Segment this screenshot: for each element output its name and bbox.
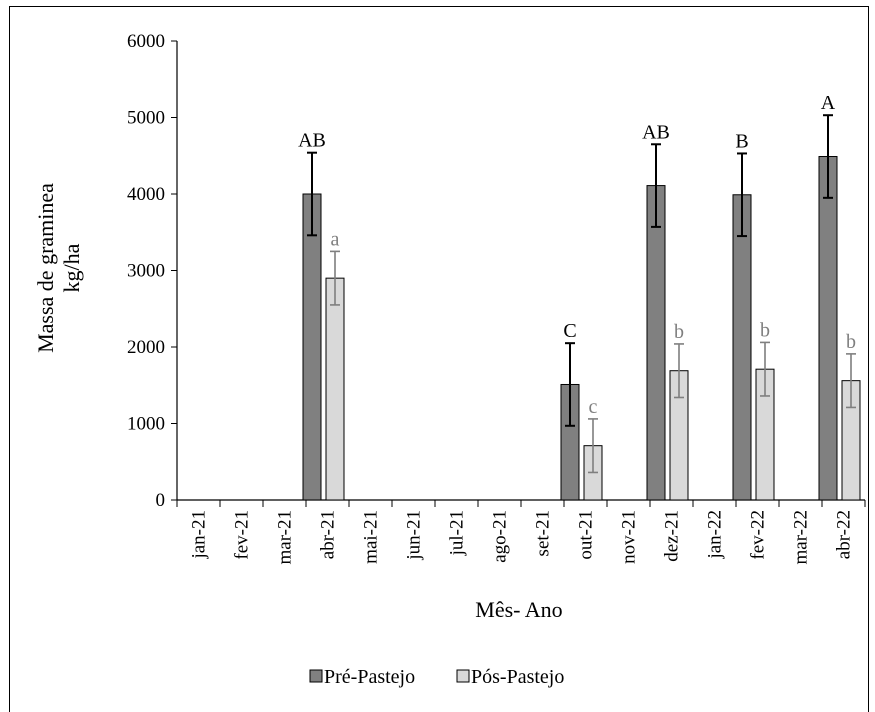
legend: Pré-Pastejo Pós-Pastejo <box>309 666 564 688</box>
significance-letter: B <box>735 130 748 152</box>
x-tick-label: nov-21 <box>619 510 640 564</box>
significance-letter: A <box>821 92 836 114</box>
legend-label-pre: Pré-Pastejo <box>324 666 415 688</box>
significance-letter: C <box>563 320 576 342</box>
y-tick-label: 6000 <box>127 31 165 52</box>
y-tick-label: 3000 <box>127 261 165 282</box>
x-axis: jan-21 fev-21 mar-21 abr-21 mai-21 jun-21 jul-… <box>176 499 866 565</box>
significance-letter: b <box>846 331 856 353</box>
significance-letters: AB C AB B Aa c b b b <box>298 92 856 418</box>
legend-swatch-pos <box>456 669 470 683</box>
y-tick-label: 1000 <box>127 414 165 435</box>
bar-pos-pastejo <box>325 277 345 501</box>
bar-pre-pastejo <box>646 185 666 501</box>
y-axis-title-line2: kg/ha <box>59 243 84 292</box>
x-tick-label: abr-22 <box>834 510 855 559</box>
y-tick-label: 5000 <box>127 108 165 129</box>
y-axis: 0 1000 2000 3000 4000 5000 6000 <box>127 31 178 511</box>
legend-swatch-pre <box>309 669 323 683</box>
x-tick-label: out-21 <box>576 510 597 560</box>
x-tick-label: jan-21 <box>189 510 210 560</box>
significance-letter: AB <box>298 130 326 152</box>
significance-letter: b <box>674 321 684 343</box>
x-tick-label: jul-21 <box>447 510 468 556</box>
bars <box>302 156 861 501</box>
x-tick-label: mai-21 <box>361 510 382 564</box>
y-tick-label: 0 <box>156 490 166 511</box>
bar-pre-pastejo <box>818 156 838 501</box>
x-tick-label: jun-21 <box>404 510 425 561</box>
significance-letter: a <box>331 228 340 250</box>
x-axis-title: Mês- Ano <box>475 597 562 622</box>
x-tick-label: dez-21 <box>662 510 683 562</box>
error-bars <box>307 114 856 474</box>
bar-pre-pastejo <box>302 193 322 501</box>
y-axis-title-line1: Massa de graminea <box>33 183 58 353</box>
x-tick-label: set-21 <box>533 510 554 556</box>
significance-letter: AB <box>642 121 670 143</box>
chart-frame <box>9 6 869 712</box>
bar-pre-pastejo <box>732 194 752 501</box>
x-tick-label: mar-21 <box>275 510 296 565</box>
significance-letter: b <box>760 319 770 341</box>
y-tick-label: 4000 <box>127 184 165 205</box>
y-tick-label: 2000 <box>127 337 165 358</box>
significance-letter: c <box>589 396 598 418</box>
x-tick-label: ago-21 <box>490 510 511 563</box>
x-tick-label: mar-22 <box>791 510 812 565</box>
x-tick-label: fev-21 <box>232 510 253 560</box>
x-tick-label: jan-22 <box>705 510 726 560</box>
x-tick-label: abr-21 <box>318 510 339 559</box>
legend-label-pos: Pós-Pastejo <box>471 666 564 688</box>
x-tick-label: fev-22 <box>748 510 769 560</box>
